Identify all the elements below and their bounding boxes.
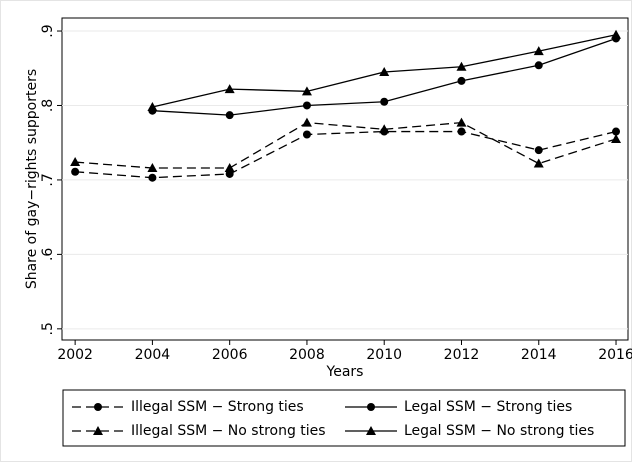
marker <box>225 111 234 120</box>
marker <box>71 167 80 176</box>
y-tick-label: .5 <box>40 322 56 335</box>
marker <box>534 146 543 155</box>
x-tick-label: 2012 <box>444 347 480 363</box>
legend <box>62 389 626 447</box>
marker <box>534 61 543 70</box>
x-tick-label: 2002 <box>57 347 93 363</box>
y-tick-label: .6 <box>40 248 56 261</box>
marker <box>70 157 81 167</box>
marker <box>148 173 157 182</box>
y-axis-label: Share of gay−rights supporters <box>24 69 40 289</box>
x-tick-label: 2004 <box>135 347 171 363</box>
legend-marker <box>366 426 376 435</box>
legend-marker <box>94 403 102 411</box>
x-tick-label: 2014 <box>521 347 557 363</box>
y-tick-label: .7 <box>40 173 56 186</box>
marker <box>379 66 390 76</box>
series-line <box>75 121 617 169</box>
legend-label: Illegal SSM − Strong ties <box>131 399 304 415</box>
x-tick-label: 2008 <box>289 347 325 363</box>
marker <box>456 117 467 127</box>
marker <box>147 101 158 111</box>
marker <box>456 61 467 71</box>
marker <box>457 127 466 136</box>
legend-label: Legal SSM − No strong ties <box>404 423 594 439</box>
marker <box>302 130 311 139</box>
x-tick-label: 2016 <box>598 347 632 363</box>
marker <box>533 46 544 56</box>
x-tick-label: 2010 <box>366 347 402 363</box>
marker <box>612 127 621 136</box>
legend-marker <box>367 403 375 411</box>
marker <box>224 84 235 94</box>
legend-marker <box>93 426 103 435</box>
marker <box>379 124 390 134</box>
marker <box>533 158 544 168</box>
marker <box>611 133 622 143</box>
marker <box>302 101 311 110</box>
legend-label: Legal SSM − Strong ties <box>404 399 572 415</box>
marker <box>301 86 312 96</box>
x-tick-label: 2006 <box>212 347 248 363</box>
legend-label: Illegal SSM − No strong ties <box>131 423 326 439</box>
y-tick-label: .8 <box>40 99 56 112</box>
plot-area <box>61 17 629 341</box>
marker <box>147 163 158 173</box>
y-tick-label: .9 <box>40 24 56 37</box>
marker <box>224 163 235 173</box>
x-axis-label: Years <box>326 364 364 380</box>
series-line <box>75 130 617 179</box>
marker <box>301 117 312 127</box>
marker <box>611 29 622 39</box>
marker <box>380 97 389 106</box>
marker <box>457 76 466 85</box>
